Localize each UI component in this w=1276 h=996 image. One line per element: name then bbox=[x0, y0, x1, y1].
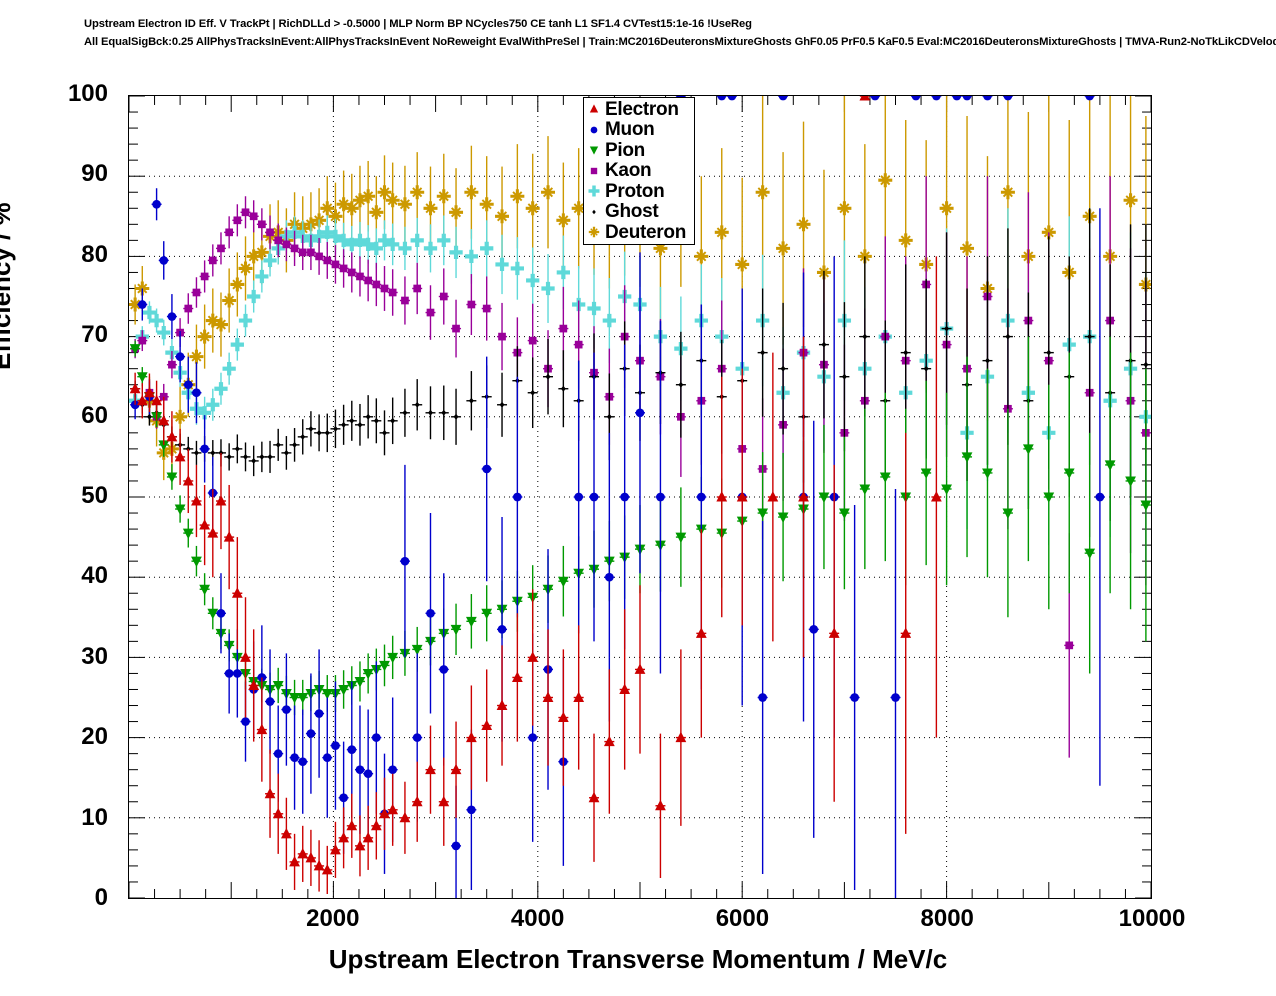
circle-icon bbox=[586, 121, 602, 139]
legend-label: Muon bbox=[605, 119, 655, 141]
legend-entry-pion[interactable]: Pion bbox=[586, 140, 694, 161]
x-tick-label: 4000 bbox=[510, 905, 565, 932]
legend-entry-deuteron[interactable]: Deuteron bbox=[586, 222, 694, 243]
legend-box: Electron Muon Pion Kaon Proton Ghost Deuteron bbox=[583, 97, 695, 245]
legend-entry-proton[interactable]: Proton bbox=[586, 181, 694, 202]
x-axis-title: Upstream Electron Transverse Momentum / … bbox=[328, 944, 948, 974]
legend-label: Electron bbox=[605, 98, 679, 120]
legend-label: Deuteron bbox=[605, 221, 686, 243]
x-tick-label: 6000 bbox=[715, 905, 770, 932]
y-axis-title: Efficiency / % bbox=[0, 202, 16, 370]
legend-label: Pion bbox=[605, 139, 645, 161]
legend-entry-ghost[interactable]: Ghost bbox=[586, 202, 694, 223]
x-tick-label: 8000 bbox=[920, 905, 974, 932]
triangle-down-icon bbox=[586, 141, 602, 159]
series-ghost bbox=[130, 208, 1151, 521]
series-proton bbox=[129, 208, 1151, 561]
legend-label: Ghost bbox=[605, 201, 659, 223]
legend-entry-kaon[interactable]: Kaon bbox=[586, 161, 694, 182]
triangle-up-icon bbox=[586, 100, 602, 118]
dot-icon bbox=[586, 203, 602, 221]
legend-label: Kaon bbox=[605, 160, 652, 182]
legend-entry-electron[interactable]: Electron bbox=[586, 99, 694, 120]
cross-icon bbox=[586, 182, 602, 200]
series-pion bbox=[129, 337, 1151, 716]
plot-title-line-1: Upstream Electron ID Eff. V TrackPt | Ri… bbox=[84, 18, 752, 30]
plot-title-line-2: All EqualSigBck:0.25 AllPhysTracksInEven… bbox=[84, 36, 1276, 48]
legend-entry-muon[interactable]: Muon bbox=[586, 120, 694, 141]
series-electron bbox=[129, 96, 942, 894]
x-tick-label: 10000 bbox=[1118, 905, 1186, 932]
legend-label: Proton bbox=[605, 180, 665, 202]
x-tick-label: 2000 bbox=[306, 905, 360, 932]
series-kaon bbox=[130, 176, 1151, 757]
star-icon bbox=[586, 223, 602, 241]
square-icon bbox=[586, 162, 602, 180]
